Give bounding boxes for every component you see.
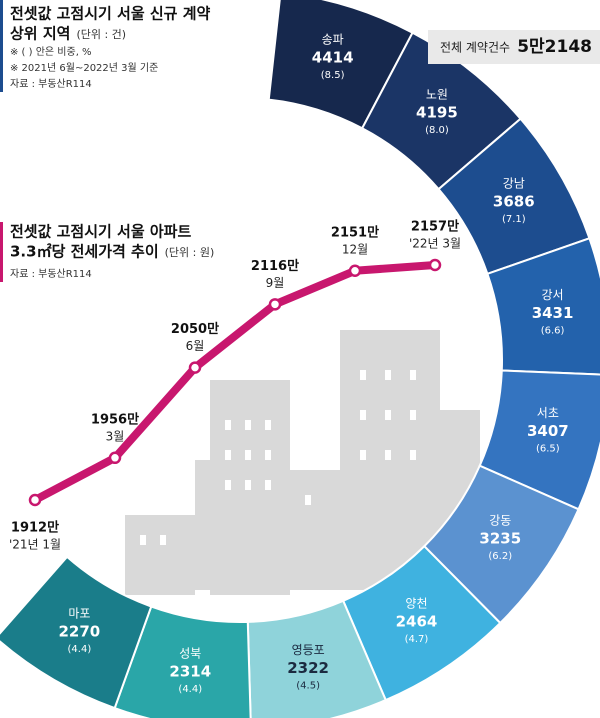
chart-title: 상위 지역 [10, 25, 70, 43]
segment-value: 3686 [493, 193, 535, 211]
chart-title: 3.3㎡당 전세가격 추이 [10, 243, 159, 261]
segment-name: 영등포 [292, 643, 325, 657]
value-label: 2151만 [331, 224, 379, 240]
value-label: 1956만 [91, 411, 139, 427]
segment-value: 3431 [532, 304, 574, 322]
price-point [108, 451, 122, 465]
segment-share: (8.0) [425, 125, 449, 136]
segment-share: (4.4) [178, 684, 202, 695]
value-label: 2116만 [251, 258, 299, 274]
price-point [428, 258, 442, 272]
segment-value: 2464 [396, 613, 438, 631]
segment-name: 양천 [405, 596, 427, 611]
segment-share: (8.5) [321, 70, 345, 81]
unit-label: (단위 : 건) [76, 28, 126, 41]
total-value: 5만2148 [517, 37, 592, 57]
category-label: 3월 [106, 429, 125, 443]
title-stripe [0, 0, 3, 92]
segment-name: 강서 [542, 288, 564, 302]
total-title: 전체 계약건수 [440, 40, 510, 55]
segment-share: (4.5) [296, 681, 320, 692]
segment-share: (6.5) [536, 443, 560, 454]
price-point [348, 264, 362, 278]
category-label: '22년 3월 [409, 237, 461, 251]
segment-share: (4.4) [68, 644, 92, 655]
total-box [428, 30, 600, 64]
chart-title: 전셋값 고점시기 서울 아파트 [10, 223, 191, 241]
chart-title: 전셋값 고점시기 서울 신규 계약 [10, 5, 210, 23]
segment-share: (6.6) [541, 326, 565, 337]
segment-value: 4414 [312, 48, 354, 66]
source: 자료 : 부동산R114 [10, 268, 92, 280]
price-point [28, 493, 42, 507]
segment-value: 2314 [169, 663, 211, 681]
note: ※ 2021년 6월~2022년 3월 기준 [10, 62, 158, 74]
price-line [31, 261, 439, 504]
segment-value: 3407 [527, 422, 569, 440]
unit-label: (단위 : 원) [165, 246, 215, 259]
title-stripe [0, 222, 3, 282]
category-label: '21년 1월 [9, 538, 61, 552]
note: ※ ( ) 안은 비중, % [10, 46, 92, 58]
segment-name: 송파 [322, 32, 344, 46]
segment-name: 강남 [503, 177, 525, 191]
segment-value: 4195 [416, 103, 458, 121]
category-label: 12월 [342, 242, 368, 256]
category-label: 6월 [186, 339, 205, 353]
category-label: 9월 [266, 276, 285, 290]
value-label: 2050만 [171, 321, 219, 337]
segment-value: 2322 [287, 659, 329, 677]
price-point [268, 298, 282, 311]
value-label: 2157만 [411, 219, 459, 235]
segment-share: (6.2) [488, 551, 512, 562]
segment-share: (4.7) [405, 634, 429, 645]
segment-value: 3235 [479, 530, 521, 548]
segment-name: 성북 [179, 647, 201, 661]
segment-name: 마포 [68, 607, 90, 621]
windows [140, 370, 416, 545]
segment-name: 노원 [426, 87, 448, 101]
segment-value: 2270 [59, 623, 101, 641]
segment-name: 강동 [489, 514, 511, 528]
value-label: 1912만 [11, 520, 59, 536]
segment-name: 서초 [537, 406, 559, 420]
segment-share: (7.1) [502, 214, 526, 225]
price-point [188, 361, 202, 374]
source: 자료 : 부동산R114 [10, 78, 92, 90]
ring-segment [0, 555, 153, 710]
